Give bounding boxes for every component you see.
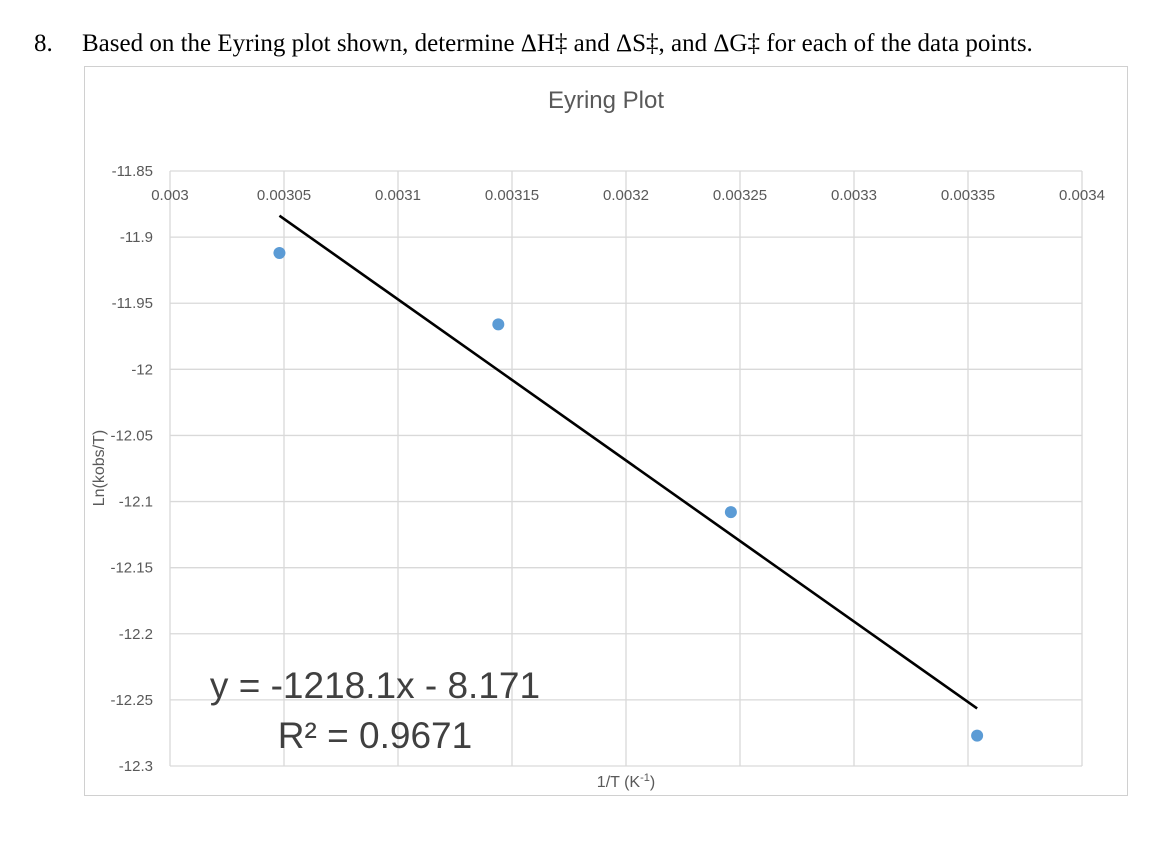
x-tick-label: 0.0034 — [1059, 187, 1105, 204]
y-tick-label: -11.85 — [112, 163, 153, 180]
x-tick-label: 0.00305 — [257, 187, 311, 204]
data-point — [273, 246, 286, 259]
x-tick-label: 0.00335 — [941, 187, 995, 204]
linear-trendline — [278, 214, 978, 710]
chart-frame — [84, 66, 1128, 796]
question-text-line: 8. Based on the Eyring plot shown, determ… — [34, 30, 1154, 58]
x-tick-label: 0.0032 — [603, 187, 649, 204]
question-body: Based on the Eyring plot shown, determin… — [82, 30, 1033, 57]
chart-title: Eyring Plot — [548, 87, 664, 114]
x-axis-label-main: 1/T (K — [597, 774, 641, 791]
x-tick-label: 0.0031 — [375, 187, 421, 204]
x-tick-label: 0.003 — [151, 187, 189, 204]
trendline-r-squared: R² = 0.9671 — [278, 715, 472, 756]
x-axis-label-close: ) — [650, 774, 655, 791]
y-tick-label: -11.9 — [120, 229, 153, 246]
vertical-gridlines — [169, 171, 1083, 766]
question-number: 8. — [34, 30, 53, 57]
data-point — [971, 729, 984, 742]
y-tick-label: -12.2 — [119, 626, 153, 643]
x-tick-label: 0.00315 — [485, 187, 539, 204]
y-tick-label: -12.1 — [119, 494, 153, 511]
y-axis-label: Ln(kobs/T) — [91, 430, 108, 506]
y-tick-label: -12.25 — [110, 692, 153, 709]
y-tick-label: -12.05 — [110, 427, 153, 444]
y-tick-label: -12.15 — [110, 560, 153, 577]
y-tick-label: -11.95 — [112, 295, 153, 312]
data-points — [273, 246, 984, 742]
horizontal-gridlines — [170, 170, 1082, 767]
x-tick-label: 0.0033 — [831, 187, 877, 204]
y-tick-label: -12.3 — [119, 758, 153, 775]
data-point — [492, 318, 505, 331]
y-tick-label: -12 — [131, 361, 153, 378]
x-tick-labels: 0.003 0.00305 0.0031 0.00315 0.0032 0.00325 0.… — [151, 187, 1105, 204]
trendline-equation: y = -1218.1x - 8.171 — [210, 665, 540, 706]
data-point — [724, 506, 737, 519]
x-axis-label-superscript: -1 — [640, 772, 650, 784]
x-tick-label: 0.00325 — [713, 187, 767, 204]
y-tick-labels: -11.85 -11.9 -11.95 -12 -12.05 -12.1 -12.15 -12… — [110, 163, 153, 775]
x-axis-label: 1/T (K-1) — [597, 772, 655, 791]
